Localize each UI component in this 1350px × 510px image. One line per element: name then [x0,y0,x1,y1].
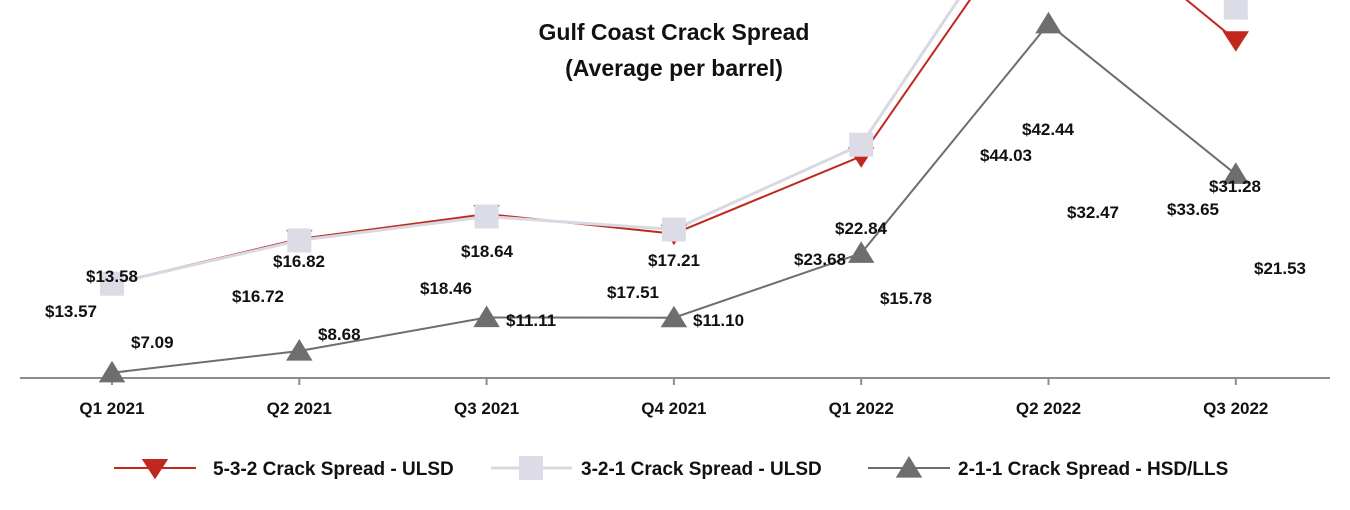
x-tick-label: Q4 2021 [641,399,706,418]
data-labels: $13.58 $16.82 $18.64 $17.21 $22.84 $42.44 $31.… [45,120,1306,352]
point-2-1-1-crack-spread-hsd-lls [98,360,126,383]
data-label-5-3-2-crack-spread-ulsd: $18.64 [461,242,514,261]
data-label-3-2-1-crack-spread-ulsd: $33.65 [1167,200,1219,219]
legend-label: 5-3-2 Crack Spread - ULSD [213,459,454,480]
data-label-2-1-1-crack-spread-hsd-lls: $7.09 [131,333,174,352]
legend-marker [519,456,543,480]
x-tick-label: Q2 2021 [267,399,332,418]
legend-label: 2-1-1 Crack Spread - HSD/LLS [958,459,1228,480]
point-3-2-1-crack-spread-ulsd [474,204,499,229]
data-label-2-1-1-crack-spread-hsd-lls: $32.47 [1067,203,1119,222]
point-2-1-1-crack-spread-hsd-lls [660,305,688,328]
data-label-2-1-1-crack-spread-hsd-lls: $21.53 [1254,259,1306,278]
x-tick-label: Q3 2022 [1203,399,1268,418]
legend-marker [895,456,923,478]
data-label-3-2-1-crack-spread-ulsd: $18.46 [420,279,472,298]
point-2-1-1-crack-spread-hsd-lls [1035,11,1062,34]
point-3-2-1-crack-spread-ulsd [849,132,874,157]
data-label-3-2-1-crack-spread-ulsd: $17.51 [607,283,659,302]
x-axis: Q1 2021 Q2 2021 Q3 2021 Q4 2021 Q1 2022 Q2 20… [20,377,1330,418]
point-3-2-1-crack-spread-ulsd [287,228,312,253]
data-label-2-1-1-crack-spread-hsd-lls: $8.68 [318,325,361,344]
x-tick-label: Q2 2022 [1016,399,1081,418]
point-2-1-1-crack-spread-hsd-lls [286,339,313,361]
legend-item-2-1-1-crack-spread-hsd-lls: 2-1-1 Crack Spread - HSD/LLS [868,456,1228,480]
data-label-3-2-1-crack-spread-ulsd: $16.72 [232,287,284,306]
legend-label: 3-2-1 Crack Spread - ULSD [581,459,822,480]
data-label-2-1-1-crack-spread-hsd-lls: $11.10 [693,311,744,330]
point-3-2-1-crack-spread-ulsd [1223,0,1248,20]
legend-marker [141,459,169,480]
data-label-5-3-2-crack-spread-ulsd: $31.28 [1209,177,1261,196]
x-tick-label: Q1 2021 [79,399,144,418]
legend: 5-3-2 Crack Spread - ULSD 3-2-1 Crack Spr… [114,456,1228,480]
data-label-5-3-2-crack-spread-ulsd: $16.82 [273,252,325,271]
point-5-3-2-crack-spread-ulsd [1222,31,1249,52]
legend-item-3-2-1-crack-spread-ulsd: 3-2-1 Crack Spread - ULSD [491,456,822,480]
point-2-1-1-crack-spread-hsd-lls [1222,162,1249,184]
x-tick-label: Q1 2022 [829,399,894,418]
point-3-2-1-crack-spread-ulsd [100,271,124,296]
chart-title-line2: (Average per barrel) [565,55,783,81]
data-label-3-2-1-crack-spread-ulsd: $13.57 [45,302,97,321]
data-label-2-1-1-crack-spread-hsd-lls: $11.11 [506,311,556,330]
series-markers [98,0,1249,383]
data-label-2-1-1-crack-spread-hsd-lls: $15.78 [880,289,932,308]
data-label-5-3-2-crack-spread-ulsd: $22.84 [835,219,888,238]
chart-title-line1: Gulf Coast Crack Spread [539,19,810,45]
data-label-3-2-1-crack-spread-ulsd: $44.03 [980,146,1032,165]
point-2-1-1-crack-spread-hsd-lls [473,305,500,328]
data-label-5-3-2-crack-spread-ulsd: $13.58 [86,267,138,286]
x-tick-label: Q3 2021 [454,399,519,418]
data-label-3-2-1-crack-spread-ulsd: $23.68 [794,250,846,269]
data-label-5-3-2-crack-spread-ulsd: $17.21 [648,251,700,270]
point-2-1-1-crack-spread-hsd-lls [848,241,875,263]
data-label-5-3-2-crack-spread-ulsd: $42.44 [1022,120,1075,139]
legend-item-5-3-2-crack-spread-ulsd: 5-3-2 Crack Spread - ULSD [114,459,454,480]
point-3-2-1-crack-spread-ulsd [661,217,686,242]
